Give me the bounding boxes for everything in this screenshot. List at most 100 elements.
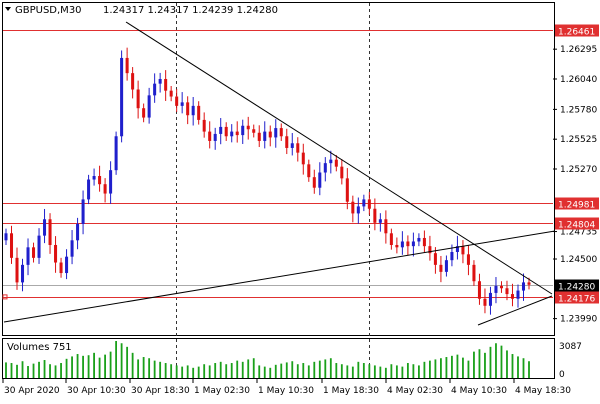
candle-body [285,136,289,148]
current-price-label: 1.24280 [558,283,595,293]
candlesticks [4,47,531,315]
candle-body [213,133,217,141]
candle-body [26,247,30,265]
candle-body [356,206,360,214]
candle-body [301,152,305,165]
candle-body [406,241,410,247]
candle-body [164,78,168,91]
candle-body [136,89,140,109]
volumes-label: Volumes 751 [7,342,72,353]
candle-body [186,102,190,116]
volume-pane-frame [2,338,555,379]
candle-body [384,219,388,234]
candle-body [373,208,377,223]
ohlc-readout: 1.24317 1.24317 1.24239 1.24280 [103,5,278,16]
price-level-tags: 1.26461 1.24981 1.24804 1.24176 1.24280 [555,24,599,305]
candle-body [510,294,514,299]
short-support-trendline[interactable] [477,295,553,326]
level-tag [555,24,599,37]
candle-body [114,136,118,171]
candle-body [422,237,426,247]
candle-body [180,102,184,106]
candle-body [428,246,432,254]
candle-body [48,219,52,245]
candle-body [224,126,228,137]
level-tag [555,217,599,230]
candle-body [219,126,223,134]
candle-body [131,73,135,90]
candle-body [208,131,212,141]
candle-body [76,223,80,241]
candle-body [400,241,404,248]
time-tick-label: 1 May 02:30 [194,386,250,396]
time-axis[interactable]: 30 Apr 2020 30 Apr 10:30 30 Apr 18:30 1 May… [2,379,571,396]
candle-body [125,57,129,74]
candle-body [37,235,41,258]
candle-body [318,172,322,188]
ascending-trendline[interactable] [3,230,556,323]
candle-body [389,233,393,245]
level-tag-label: 1.24804 [558,221,595,231]
candle-body [455,246,459,252]
symbol-label: GBPUSD,M30 [15,5,82,16]
candle-body [505,288,509,295]
candle-body [169,90,173,97]
time-tick-label: 30 Apr 10:30 [67,386,126,396]
candle-body [191,105,195,116]
time-tick-label: 1 May 10:30 [258,386,314,396]
candle-body [307,164,311,178]
candle-body [153,83,157,96]
time-tick-label: 1 May 18:30 [323,386,379,396]
descending-trendline[interactable] [125,21,553,295]
candle-body [87,179,91,200]
chevron-down-icon[interactable] [5,7,11,11]
level-tag-label: 1.26461 [558,28,595,38]
candle-body [252,129,256,133]
candle-body [516,290,520,299]
candle-body [98,176,102,185]
candle-body [21,264,25,283]
candle-body [109,170,113,194]
candle-body [499,285,503,289]
candle-body [92,176,96,180]
candle-body [395,244,399,248]
candle-body [488,292,492,306]
candle-body [235,131,239,136]
candle-body [175,96,179,106]
candle-body [202,119,206,132]
level-anchor-marker[interactable] [2,294,8,300]
candle-body [32,247,36,258]
horizontal-levels [2,30,553,300]
candle-body [351,201,355,214]
candle-body [483,298,487,306]
candle-body [142,108,146,118]
candle-body [444,260,448,272]
candle-body [274,128,278,138]
candle-body [54,244,58,263]
candle-body [59,262,63,274]
candle-body [197,105,201,120]
volume-axis-zero: 0 [559,370,565,380]
candle-body [290,143,294,148]
price-tick-label: 1.26040 [560,75,597,85]
candle-body [329,159,333,164]
candle-body [241,125,245,136]
price-tick-label: 1.24735 [560,228,597,238]
time-tick-label: 4 May 10:30 [451,386,507,396]
candle-body [450,252,454,261]
candle-body [103,184,107,194]
candle-body [472,264,476,282]
price-tick-label: 1.26295 [560,45,597,55]
candle-body [521,282,526,291]
price-tick-label: 1.25270 [560,165,597,175]
price-axis[interactable]: 1.26295 1.26040 1.25780 1.25525 1.25270 1.247… [553,45,597,325]
candle-body [246,125,250,130]
candle-body [461,246,465,255]
candle-body [345,178,349,202]
candle-body [466,254,470,265]
price-tick-label: 1.25780 [560,105,597,115]
candle-body [334,159,338,167]
level-tag [555,197,599,210]
